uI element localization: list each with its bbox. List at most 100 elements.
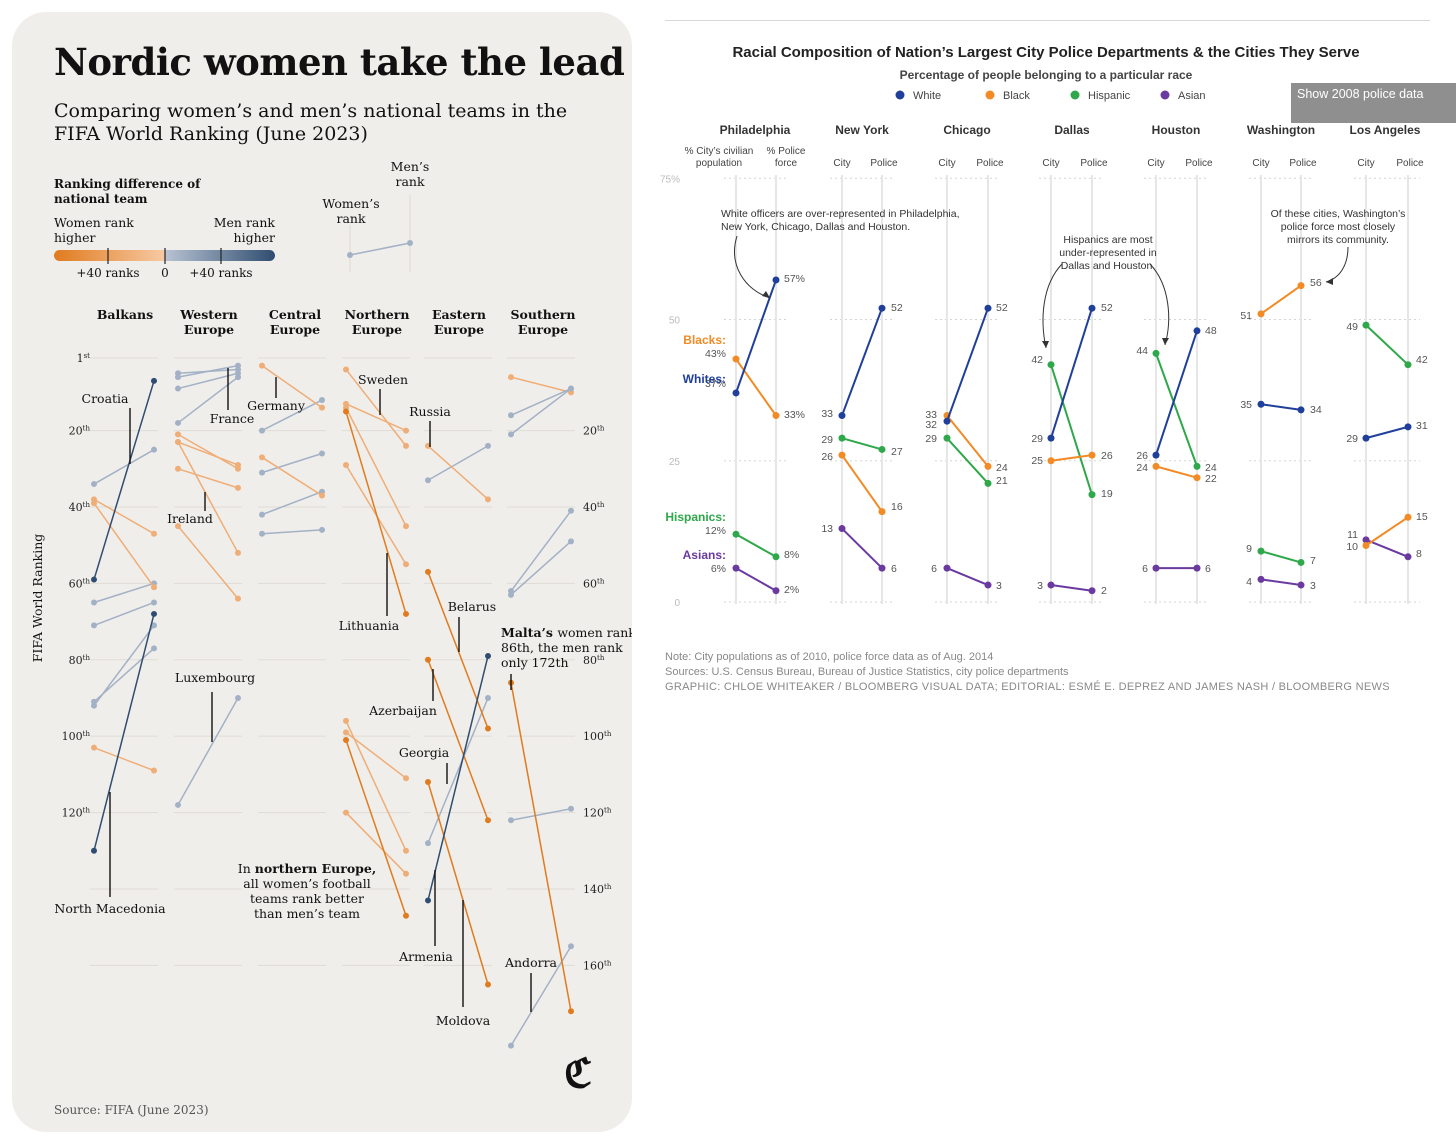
left-chart-panel: Ranking difference of national team Women …	[12, 12, 632, 1132]
men-rank-dot	[403, 870, 409, 877]
women-rank-dot	[91, 481, 97, 488]
men-rank-dot	[151, 446, 157, 453]
column-label: force	[775, 158, 798, 169]
women-rank-dot	[91, 576, 97, 583]
value-label: 25	[1031, 455, 1043, 467]
malta-annotation: Malta’s women ranks	[501, 625, 632, 640]
police-value-dot	[772, 412, 780, 420]
police-value-dot	[1404, 361, 1412, 369]
country-label: Georgia	[399, 745, 450, 760]
city-value-dot	[732, 530, 740, 538]
slope-line-black	[1260, 284, 1302, 315]
police-value-dot	[1404, 513, 1412, 521]
men-rank-dot	[403, 442, 409, 449]
slope-line	[177, 441, 239, 554]
y-tick-label: 75%	[660, 174, 680, 185]
value-label: 29	[1346, 433, 1358, 445]
page-subtitle: Comparing women’s and men’s national tea…	[54, 100, 568, 145]
city-header: Chicago	[943, 123, 990, 137]
value-label: 42	[1416, 354, 1428, 366]
city-value-dot	[1047, 581, 1055, 589]
slope-line	[177, 441, 239, 466]
annotation-arrowhead	[1326, 278, 1333, 285]
value-label: 52	[996, 302, 1008, 314]
region-label: Central	[269, 307, 321, 322]
legend-title: Ranking difference of	[54, 177, 201, 191]
women-rank-dot	[175, 523, 181, 530]
men-rank-dot	[151, 645, 157, 652]
slope-line	[345, 812, 407, 875]
men-rank-dot	[485, 725, 491, 732]
y-tick-label-right: 140th	[583, 883, 612, 896]
slope-line-asian	[946, 567, 989, 586]
slope-line-black	[946, 414, 989, 468]
value-label: 26	[1101, 450, 1113, 462]
legend-example-dot	[347, 252, 353, 258]
men-rank-dot	[403, 561, 409, 568]
women-rank-dot	[425, 779, 431, 786]
value-label: 2%	[784, 584, 799, 596]
region-label: Europe	[434, 322, 484, 337]
y-tick-label-left: 1st	[77, 352, 91, 365]
men-rank-dot	[403, 775, 409, 782]
value-label: 8	[1416, 548, 1422, 560]
men-rank-dot	[485, 652, 491, 659]
police-value-dot	[1404, 553, 1412, 561]
women-rank-dot	[425, 568, 431, 575]
column-label: City	[938, 158, 955, 169]
legend-womens-rank-label: Women’s	[322, 196, 379, 211]
police-value-dot	[772, 587, 780, 595]
y-tick-label-left: 80th	[69, 654, 91, 667]
city-value-dot	[732, 389, 740, 397]
city-value-dot	[1047, 434, 1055, 442]
men-rank-dot	[319, 450, 325, 457]
value-label: 6	[1142, 563, 1148, 575]
value-label: 2	[1101, 585, 1107, 597]
women-rank-dot	[91, 500, 97, 507]
slope-line-white	[1260, 403, 1302, 411]
women-rank-dot	[343, 809, 349, 816]
value-label: 8%	[784, 549, 799, 561]
city-value-dot	[1257, 400, 1265, 408]
slope-line	[177, 697, 239, 806]
men-rank-dot	[151, 377, 157, 384]
slope-line-black	[735, 358, 777, 417]
men-rank-dot	[235, 374, 241, 381]
column-label: City	[1357, 158, 1374, 169]
police-value-dot	[1297, 406, 1305, 414]
value-label: 31	[1416, 420, 1428, 432]
legend-title: national team	[54, 192, 148, 206]
y-tick-label-right: 160th	[583, 959, 612, 972]
y-tick-label-right: 40th	[583, 501, 605, 514]
city-header: Washington	[1247, 123, 1315, 137]
value-label: 12%	[705, 525, 726, 537]
police-value-dot	[1088, 451, 1096, 459]
slope-line	[261, 452, 323, 474]
legend-label: Black	[1003, 90, 1030, 102]
city-value-dot	[1362, 321, 1370, 329]
y-tick-label-left: 60th	[69, 577, 91, 590]
region-label: Europe	[270, 322, 320, 337]
malta-annotation: only 172th	[501, 655, 569, 670]
slope-line	[93, 601, 155, 627]
slope-line	[510, 808, 572, 821]
slope-line	[510, 387, 572, 435]
legend-example-dot	[407, 240, 413, 246]
value-label: 32	[925, 419, 937, 431]
women-rank-dot	[425, 840, 431, 847]
legend-tick-label: +40 ranks	[189, 266, 252, 280]
source-note: Source: FIFA (June 2023)	[54, 1103, 209, 1117]
value-label: 3	[1037, 580, 1043, 592]
city-value-dot	[943, 417, 951, 425]
slope-line	[93, 498, 155, 535]
slope-line	[427, 655, 489, 901]
country-label: Croatia	[82, 391, 130, 406]
women-rank-dot	[425, 477, 431, 484]
column-label: Police	[870, 158, 898, 169]
region-label: Western	[179, 307, 237, 322]
police-value-dot	[1193, 474, 1201, 482]
region-label: Northern	[345, 307, 410, 322]
slope-line-asian	[841, 527, 883, 569]
slope-line-hispanic	[1365, 324, 1409, 366]
show-2008-police-data-button[interactable]: Show 2008 police data	[1291, 83, 1456, 123]
